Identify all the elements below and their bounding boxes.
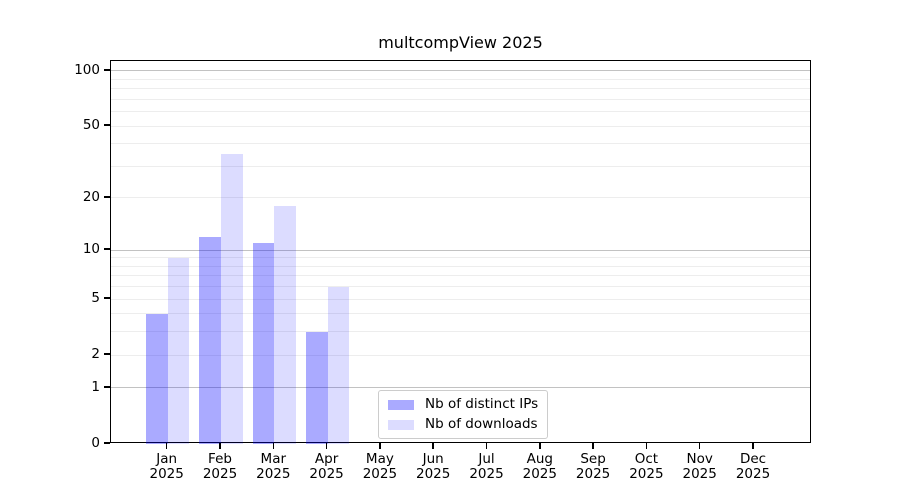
x-tick-mark	[379, 443, 381, 449]
gridline-major	[111, 70, 810, 72]
bar-distinct-ips-jan	[146, 313, 168, 444]
y-tick-label: 1	[91, 378, 100, 395]
x-tick-mark	[592, 443, 594, 449]
y-tick-mark	[104, 442, 110, 444]
gridline-minor	[111, 125, 810, 127]
bar-downloads-feb	[221, 154, 243, 444]
gridline-minor	[111, 275, 810, 277]
bar-distinct-ips-mar	[252, 243, 275, 444]
x-tick-mark	[325, 443, 328, 449]
gridline-minor	[111, 298, 810, 300]
gridline-major	[111, 387, 810, 389]
gridline-minor	[111, 331, 810, 333]
y-tick-label: 20	[82, 188, 100, 205]
gridline-minor	[111, 98, 810, 100]
y-tick-mark	[104, 386, 110, 388]
x-tick-label-mar: Mar 2025	[256, 451, 291, 482]
x-tick-label-jan: Jan 2025	[149, 451, 184, 482]
x-tick-mark	[165, 443, 168, 449]
gridline-minor	[111, 197, 810, 199]
legend-item-downloads: Nb of downloads	[388, 417, 538, 432]
y-tick-label: 5	[91, 290, 100, 307]
y-tick-label: 10	[82, 241, 100, 258]
y-tick-mark	[104, 196, 110, 198]
legend-swatch-distinct-ips	[388, 399, 414, 410]
gridline-minor	[111, 143, 810, 145]
gridline-minor	[111, 257, 810, 259]
gridline-minor	[111, 286, 810, 288]
bar-distinct-ips-feb	[199, 236, 221, 444]
x-tick-label-aug: Aug 2025	[522, 451, 557, 482]
gridline-minor	[111, 313, 810, 315]
x-tick-label-dec: Dec 2025	[735, 451, 771, 482]
legend-item-distinct-ips: Nb of distinct IPs	[388, 397, 538, 412]
x-tick-mark	[432, 443, 434, 449]
legend-label-distinct-ips: Nb of distinct IPs	[425, 396, 539, 412]
y-tick-label: 100	[74, 61, 100, 78]
gridline-minor	[111, 165, 810, 167]
legend: Nb of distinct IPs Nb of downloads	[378, 390, 549, 439]
gridline-minor	[111, 88, 810, 90]
legend-swatch-downloads	[388, 419, 414, 430]
x-tick-label-apr: Apr 2025	[309, 451, 344, 482]
chart-title: multcompView 2025	[378, 33, 543, 52]
bar-downloads-jan	[167, 257, 190, 444]
x-tick-mark	[485, 443, 488, 449]
bar-downloads-mar	[274, 205, 296, 444]
y-tick-label: 2	[91, 346, 100, 363]
x-tick-mark	[272, 443, 275, 449]
x-tick-mark	[698, 443, 701, 449]
x-tick-label-jun: Jun 2025	[416, 451, 451, 482]
gridline-minor	[111, 111, 810, 113]
y-tick-mark	[104, 353, 110, 355]
x-tick-label-feb: Feb 2025	[202, 451, 238, 482]
plot-area	[110, 60, 811, 444]
gridline-major	[111, 249, 810, 251]
x-tick-label-may: May 2025	[362, 451, 398, 482]
y-tick-label: 0	[91, 435, 100, 451]
gridline-minor	[111, 354, 810, 356]
x-tick-label-nov: Nov 2025	[682, 451, 717, 482]
bar-distinct-ips-apr	[305, 331, 328, 444]
y-tick-mark	[104, 248, 110, 250]
x-tick-label-sep: Sep 2025	[575, 451, 611, 482]
y-tick-label: 50	[82, 117, 100, 134]
x-tick-mark	[645, 443, 648, 449]
legend-label-downloads: Nb of downloads	[425, 416, 538, 432]
gridline-minor	[111, 78, 810, 80]
y-tick-mark	[104, 68, 110, 71]
gridline-minor	[111, 265, 810, 267]
bar-downloads-apr	[327, 286, 350, 444]
x-tick-label-oct: Oct 2025	[629, 451, 664, 482]
x-tick-mark	[219, 443, 221, 449]
y-tick-mark	[104, 297, 110, 299]
x-tick-mark	[539, 443, 541, 449]
y-tick-mark	[104, 124, 110, 126]
x-tick-label-jul: Jul 2025	[469, 451, 504, 482]
x-tick-mark	[752, 443, 754, 449]
